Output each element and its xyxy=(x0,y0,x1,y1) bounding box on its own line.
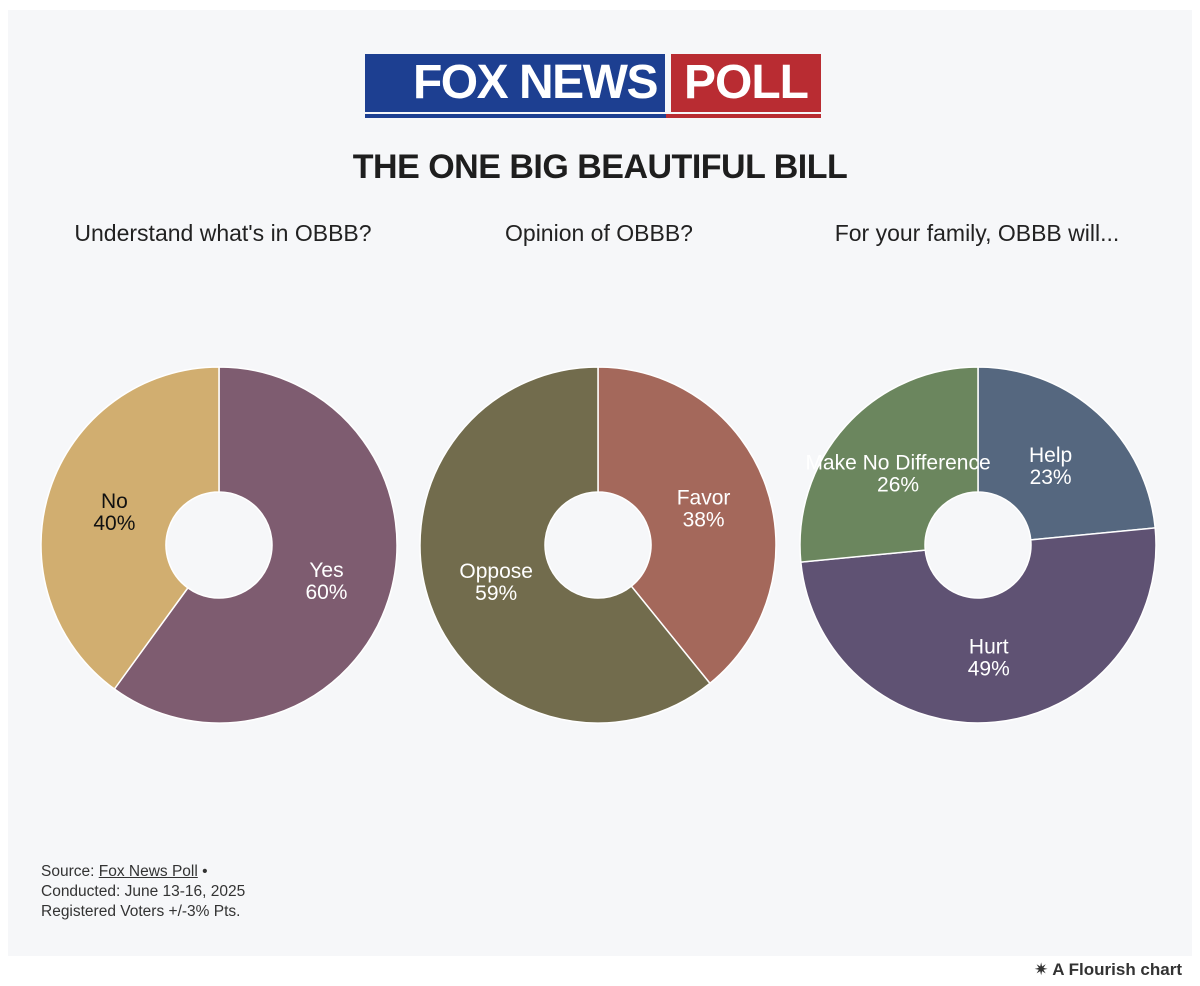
slice-yes[interactable] xyxy=(113,366,398,724)
slice-label-make-no-difference: Make No Difference 26% xyxy=(805,451,990,496)
slice-percent: 59% xyxy=(475,582,517,605)
slice-percent: 38% xyxy=(683,509,725,532)
flourish-credit-text: A Flourish chart xyxy=(1052,960,1182,979)
slice-percent: 23% xyxy=(1030,466,1072,489)
slice-label-favor: Favor 38% xyxy=(677,487,731,532)
slice-percent: 49% xyxy=(968,657,1010,680)
slice-category: Oppose xyxy=(459,560,533,583)
slice-no[interactable] xyxy=(40,366,220,691)
slice-hurt[interactable] xyxy=(800,527,1157,724)
flourish-credit[interactable]: ✷ A Flourish chart xyxy=(1034,960,1182,980)
slice-make-no-difference[interactable] xyxy=(799,366,979,563)
slice-category: Yes xyxy=(309,559,343,582)
chart-3-title: For your family, OBBB will... xyxy=(834,220,1120,246)
slice-category: Favor xyxy=(677,487,731,510)
slice-category: Make No Difference xyxy=(805,451,990,474)
slice-label-help: Help 23% xyxy=(1029,444,1072,489)
slice-percent: 60% xyxy=(305,581,347,604)
source-suffix: • xyxy=(197,863,208,880)
page-title: THE ONE BIG BEAUTIFUL BILL xyxy=(352,148,848,186)
source-conducted: Conducted: June 13-16, 2025 xyxy=(41,883,246,900)
slice-category: Help xyxy=(1029,444,1072,467)
slice-category: Hurt xyxy=(969,635,1009,658)
slice-label-yes: Yes 60% xyxy=(305,559,347,604)
logo-poll: POLL xyxy=(671,54,821,112)
source-link[interactable]: Fox News Poll xyxy=(98,863,198,880)
slice-label-no: No 40% xyxy=(93,490,135,535)
slice-favor[interactable] xyxy=(597,366,777,685)
source-prefix: Source: xyxy=(41,863,99,880)
source-voters: Registered Voters +/-3% Pts. xyxy=(41,903,241,920)
slice-label-oppose: Oppose 59% xyxy=(459,560,533,605)
slice-label-hurt: Hurt 49% xyxy=(968,635,1010,680)
flourish-icon: ✷ xyxy=(1033,960,1049,979)
slice-oppose[interactable] xyxy=(419,366,711,724)
slice-percent: 26% xyxy=(877,473,919,496)
slice-percent: 40% xyxy=(93,512,135,535)
slice-help[interactable] xyxy=(977,366,1156,541)
chart-1-title: Understand what's in OBBB? xyxy=(74,220,372,246)
slice-category: No xyxy=(101,490,128,513)
logo-fox-news: FOX NEWS xyxy=(365,54,665,112)
logo-underline xyxy=(365,114,821,118)
fox-news-poll-logo: FOX NEWS POLL xyxy=(365,54,821,118)
source-note: Source: Fox News Poll • Conducted: June … xyxy=(41,862,245,922)
chart-2-title: Opinion of OBBB? xyxy=(505,220,693,246)
